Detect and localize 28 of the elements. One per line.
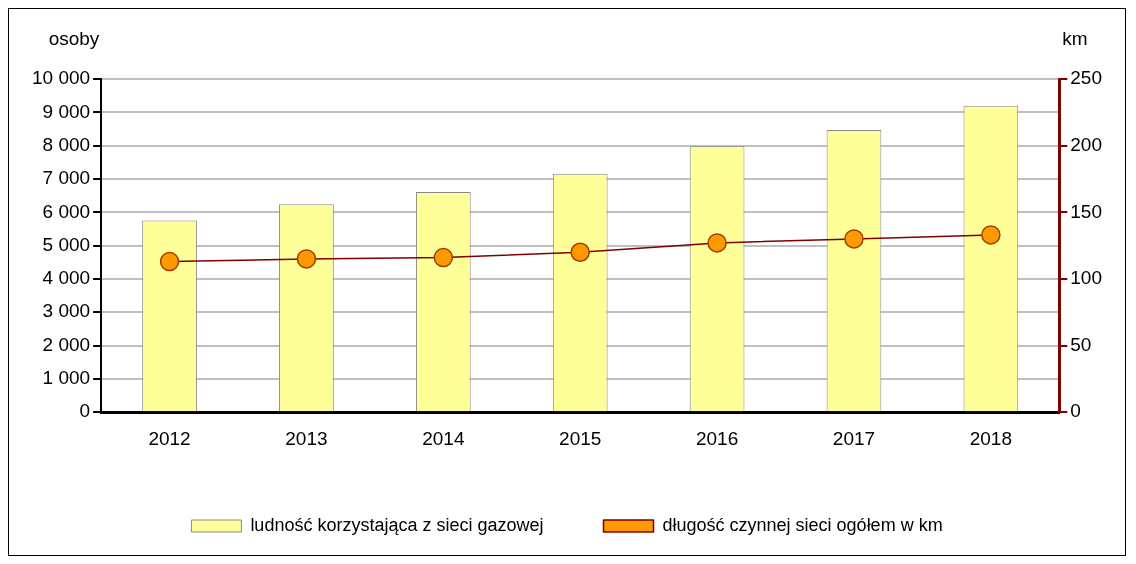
y-tick-label: 6 000	[42, 200, 91, 222]
y2-tick-label: 200	[1070, 133, 1102, 155]
y2-tick-label: 250	[1070, 67, 1102, 89]
y2-tick-label: 150	[1070, 200, 1102, 222]
y2-axis-title: km	[1062, 27, 1088, 49]
y-tick-label: 4 000	[42, 267, 91, 289]
y-tick-label: 0	[79, 400, 91, 422]
y-tick-label: 10 000	[31, 67, 91, 89]
y-tick-label: 1 000	[42, 367, 91, 389]
y-tick-label: 3 000	[42, 300, 91, 322]
y-tick-label: 7 000	[42, 167, 91, 189]
x-tick-label: 2013	[285, 427, 328, 449]
y2-tick-label: 50	[1070, 333, 1092, 355]
y2-tick-label: 0	[1070, 400, 1081, 422]
x-tick-label: 2017	[832, 427, 876, 449]
y-tick-label: 9 000	[42, 100, 91, 122]
x-tick-label: 2015	[559, 427, 602, 449]
x-tick-label: 2016	[695, 427, 739, 449]
y-tick-label: 8 000	[42, 133, 91, 155]
x-tick-label: 2012	[148, 427, 191, 449]
y-tick-label: 2 000	[42, 333, 91, 355]
x-tick-label: 2018	[969, 427, 1012, 449]
y-axis-title: osoby	[48, 27, 100, 49]
legend-label: długość czynnej sieci ogółem w km	[662, 514, 943, 535]
x-tick-label: 2014	[422, 427, 465, 449]
y2-tick-label: 100	[1070, 267, 1102, 289]
legend-label: ludność korzystająca z sieci gazowej	[250, 514, 544, 535]
y-tick-label: 5 000	[42, 233, 91, 255]
